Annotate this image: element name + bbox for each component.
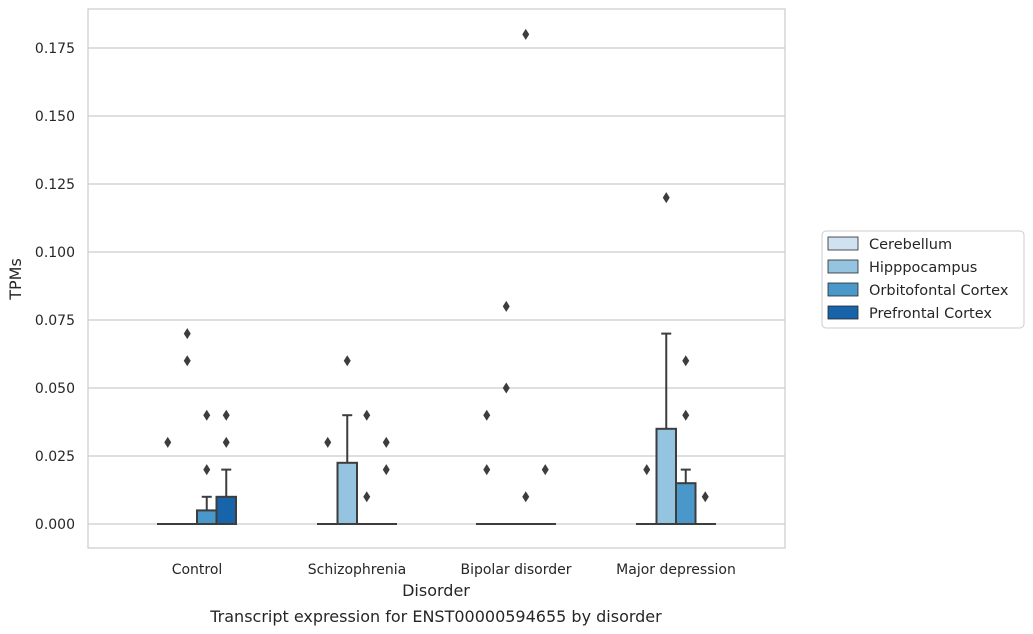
x-axis-title: Disorder [402,581,470,600]
legend-swatch [827,236,859,251]
outlier-point [363,409,371,421]
outlier-point [382,436,390,448]
outlier-point [183,355,191,367]
box-rect [675,482,697,526]
box-rect [215,495,237,525]
outlier-point [222,409,230,421]
outlier-point [522,491,530,503]
y-tick-label: 0.000 [35,517,75,533]
box-rect [196,509,218,525]
outlier-point [222,436,230,448]
outliers [164,28,709,503]
outlier-point [183,328,191,340]
box-group [675,468,697,526]
box-group [336,414,358,525]
x-tick-label: Major depression [616,562,736,578]
legend: Cerebellum Hipppocampus Orbitofontal Corte… [821,230,1025,329]
outlier-point [682,355,690,367]
y-axis-title: TPMs [6,258,25,301]
y-tick-label: 0.175 [35,41,75,57]
outlier-point [164,436,172,448]
outlier-point [203,464,211,476]
outlier-point [502,300,510,312]
x-tick-labels: Control Schizophrenia Bipolar disorder Majo… [172,562,736,578]
grid-lines [88,47,785,525]
box-group [655,332,677,525]
legend-swatch [827,282,859,297]
boxes [157,332,716,526]
outlier-point [541,464,549,476]
box-rect [336,461,358,525]
x-tick-label: Schizophrenia [308,562,406,578]
y-tick-label: 0.100 [35,245,75,261]
box-group [196,495,218,525]
box-group [215,468,237,525]
legend-label: Cerebellum [869,237,952,253]
outlier-point [483,464,491,476]
x-tick-label: Bipolar disorder [460,562,571,578]
y-tick-label: 0.050 [35,381,75,397]
y-tick-label: 0.150 [35,109,75,125]
legend-label: Orbitofontal Cortex [869,283,1009,299]
legend-frame [821,230,1025,329]
outlier-point [483,409,491,421]
x-tick-label: Control [172,562,223,578]
outlier-point [343,355,351,367]
outlier-point [522,28,530,40]
outlier-point [203,409,211,421]
box-rect [655,427,677,525]
legend-label: Hipppocampus [869,260,977,276]
outlier-point [502,382,510,394]
outlier-point [701,491,709,503]
legend-swatch [827,259,859,274]
y-tick-label: 0.075 [35,313,75,329]
y-tick-label: 0.125 [35,177,75,193]
outlier-point [643,464,651,476]
outlier-point [324,436,332,448]
y-tick-label: 0.025 [35,449,75,465]
legend-swatch [827,305,859,320]
plot-frame [87,8,786,549]
y-tick-labels: 0.000 0.025 0.050 0.075 0.100 0.125 0.150 0.175 [35,41,75,533]
outlier-point [682,409,690,421]
outlier-point [662,192,670,204]
outlier-point [382,464,390,476]
outlier-point [363,491,371,503]
legend-label: Prefrontal Cortex [869,306,992,322]
chart-caption: Transcript expression for ENST0000059465… [209,607,662,626]
